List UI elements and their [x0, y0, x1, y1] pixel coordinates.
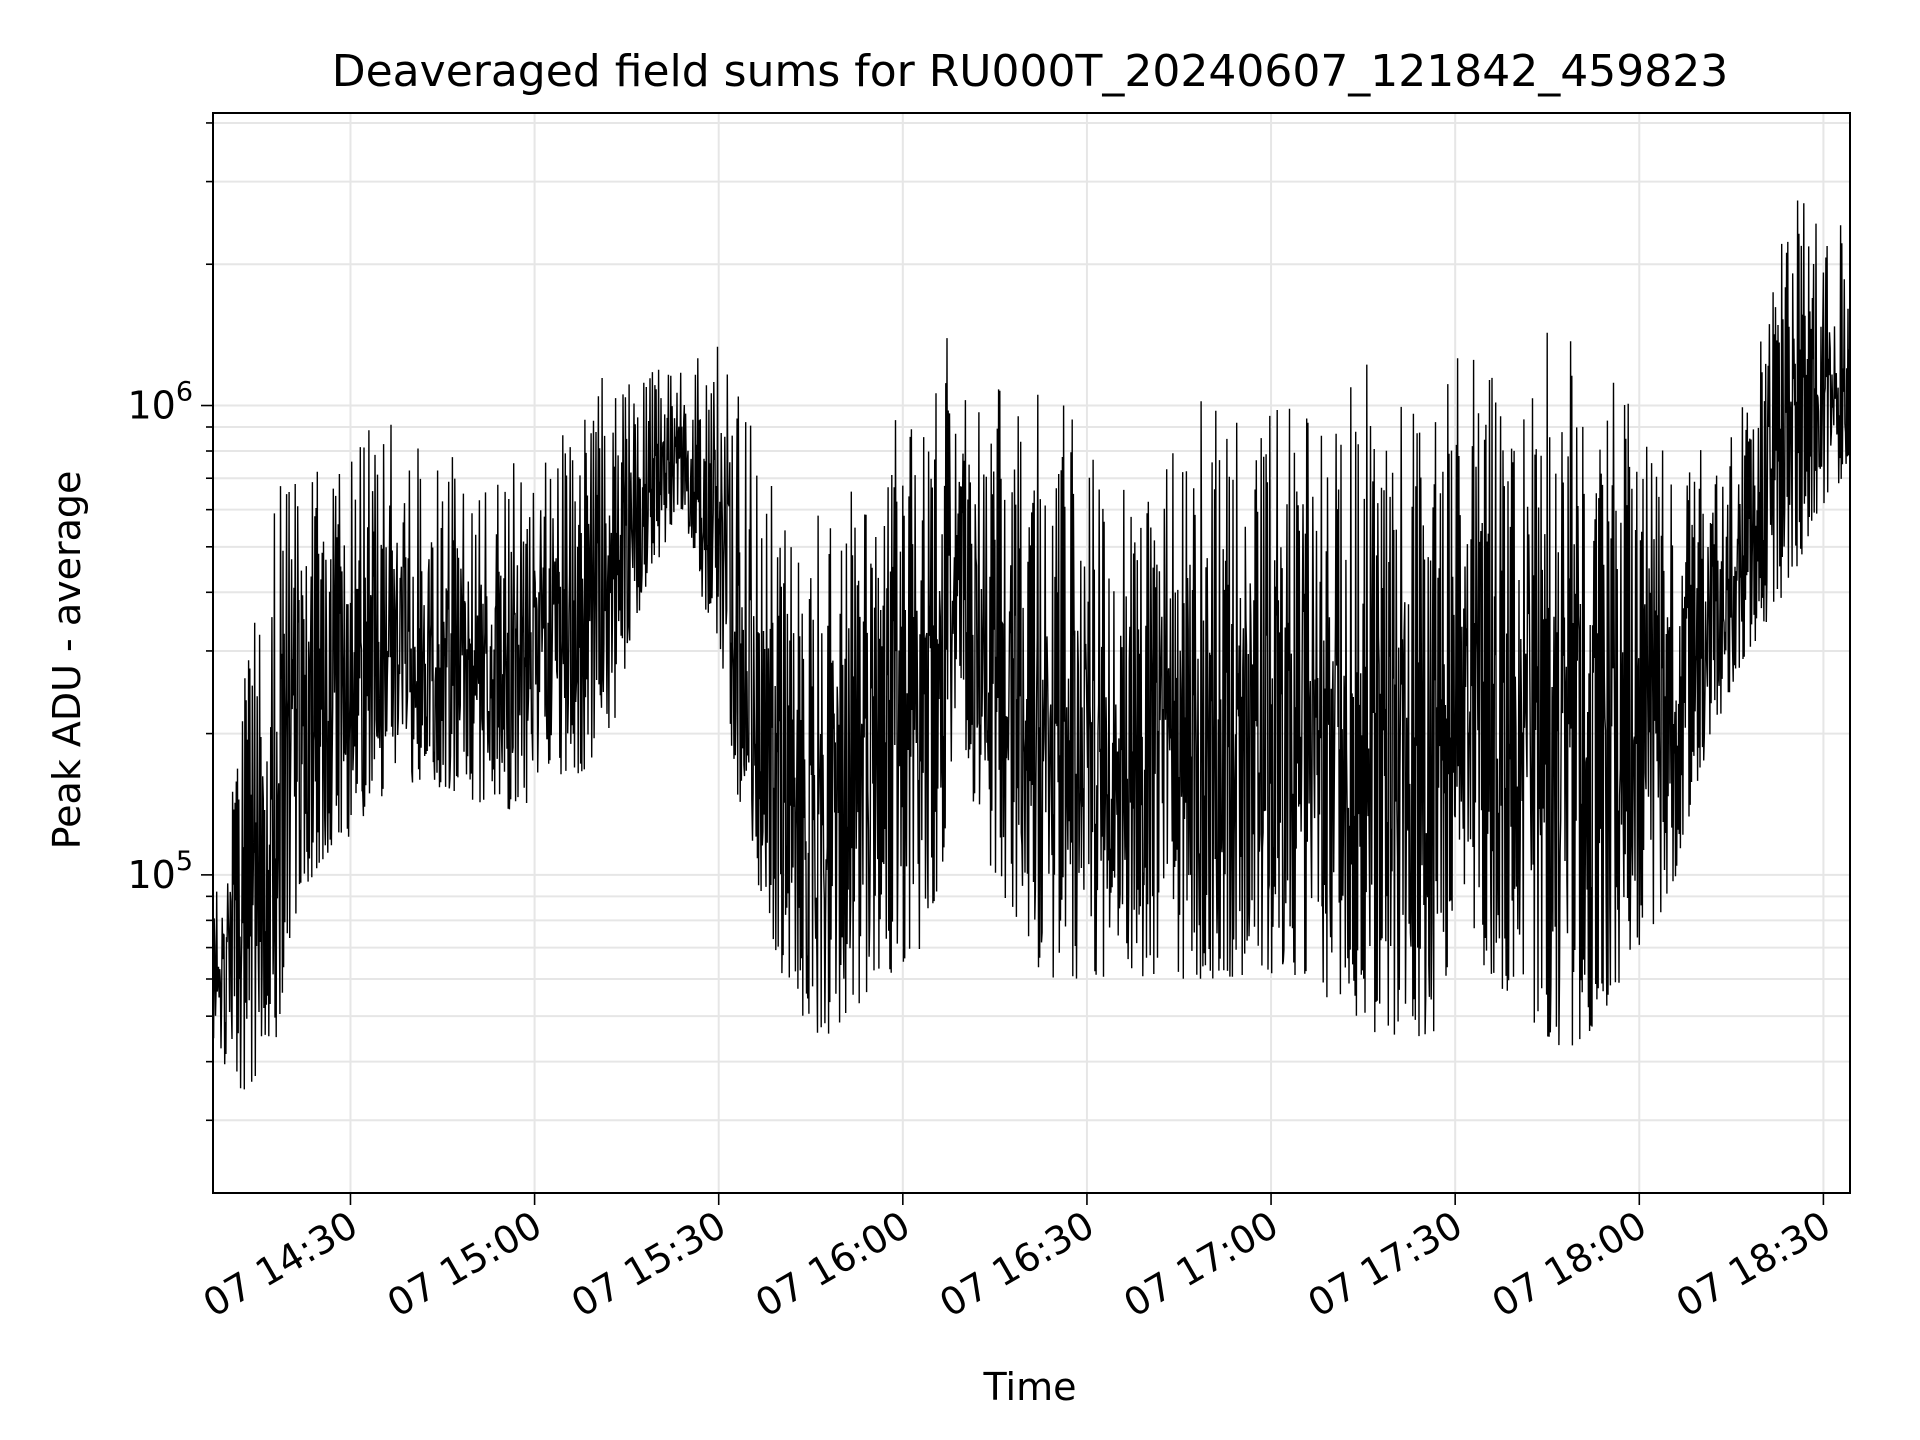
y-tick-label: 105	[127, 846, 193, 897]
x-tick-label: 07 15:00	[380, 1203, 549, 1326]
x-axis-label: Time	[983, 1365, 1077, 1409]
series-line	[213, 200, 1850, 1090]
x-tick-label: 07 17:00	[1116, 1203, 1285, 1326]
x-tick-label: 07 17:30	[1300, 1203, 1469, 1326]
y-axis-ticks: 105 106	[127, 122, 213, 1122]
plot-frame	[212, 112, 1851, 1194]
x-tick-label: 07 18:30	[1669, 1203, 1838, 1326]
x-tick-label: 07 16:30	[932, 1203, 1101, 1326]
x-axis-ticks: 07 14:30 07 15:00 07 15:30 07 16:00 07 16:30…	[196, 1193, 1838, 1326]
chart-title: Deaveraged field sums for RU000T_2024060…	[332, 46, 1729, 97]
data-line-layer	[213, 200, 1850, 1090]
y-axis-label: Peak ADU - average	[45, 471, 89, 850]
x-tick-label: 07 15:30	[564, 1203, 733, 1326]
y-tick-label: 106	[127, 377, 193, 428]
x-tick-label: 07 18:00	[1485, 1203, 1654, 1326]
x-tick-label: 07 16:00	[748, 1203, 917, 1326]
x-tick-label: 07 14:30	[196, 1203, 365, 1326]
